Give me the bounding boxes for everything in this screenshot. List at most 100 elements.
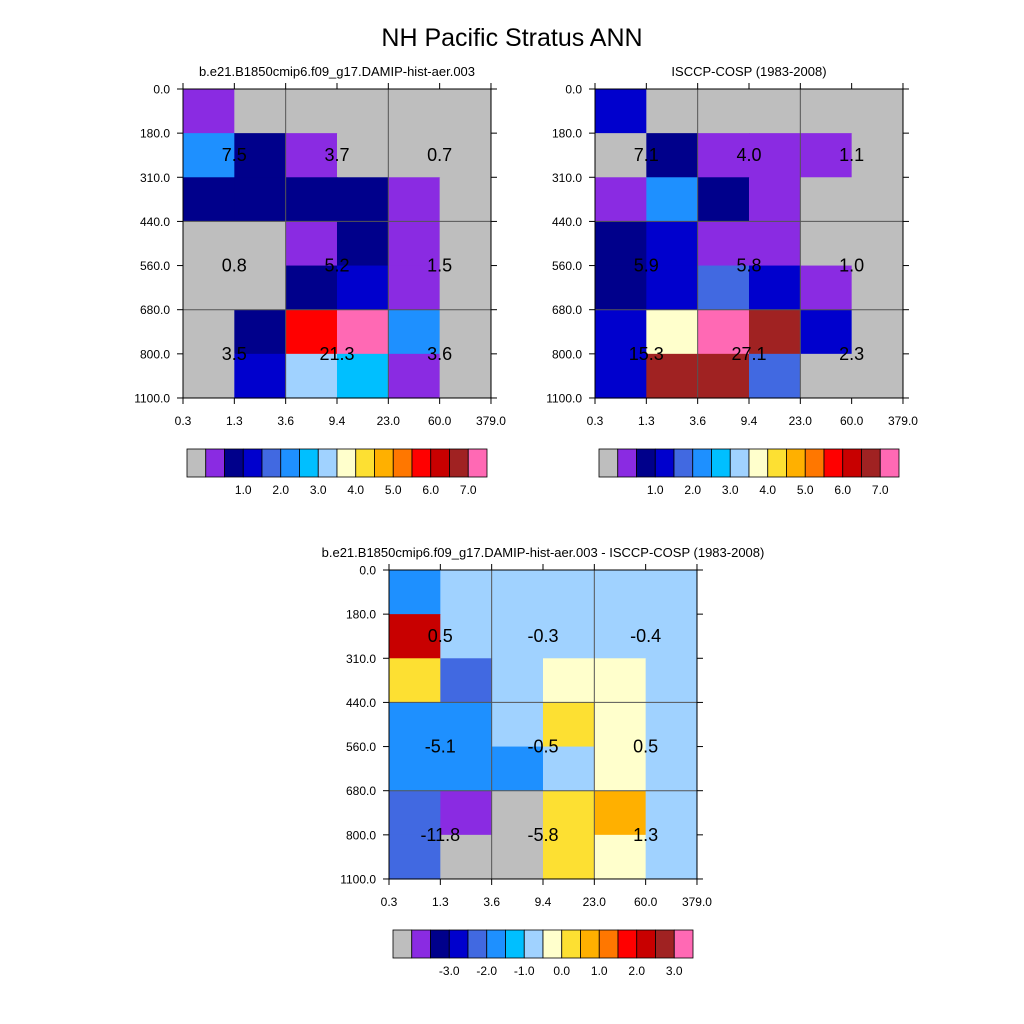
- colorbar-label: 3.0: [666, 964, 683, 978]
- colorbar-label: 5.0: [797, 483, 814, 497]
- x-tick-label: 3.6: [689, 414, 706, 428]
- colorbar-swatch: [655, 929, 675, 959]
- cell-value-label: 21.3: [319, 344, 354, 364]
- cell-value-label: 7.1: [634, 145, 659, 165]
- heatmap-cell: [285, 353, 338, 399]
- y-tick-label: 800.0: [552, 347, 582, 361]
- y-tick-label: 180.0: [140, 127, 170, 141]
- colorbar-label: 3.0: [310, 483, 327, 497]
- heatmap-cell: [183, 309, 235, 355]
- heatmap-cell: [800, 177, 853, 223]
- heatmap-cell: [440, 834, 493, 880]
- colorbar-swatch: [673, 929, 694, 959]
- heatmap-cell: [285, 177, 338, 223]
- y-tick-label: 560.0: [346, 740, 376, 754]
- heatmap-cell: [285, 133, 338, 178]
- heatmap-cell: [388, 353, 441, 399]
- heatmap-cell: [646, 221, 699, 267]
- heatmap-cell: [645, 702, 698, 748]
- y-tick-label: 1100.0: [546, 391, 582, 405]
- heatmap-cell: [594, 658, 647, 704]
- cell-value-label: -0.4: [630, 626, 661, 646]
- y-tick-label: 680.0: [346, 784, 376, 798]
- cell-value-label: -0.3: [527, 626, 558, 646]
- cell-value-label: 0.5: [633, 737, 658, 757]
- x-tick-label: 379.0: [476, 414, 506, 428]
- x-tick-label: 1.3: [432, 895, 449, 909]
- heatmap-cell: [491, 834, 544, 880]
- panel-title: b.e21.B1850cmip6.f09_g17.DAMIP-hist-aer.…: [322, 545, 765, 560]
- heatmap-cell: [594, 746, 647, 792]
- cell-value-label: 1.3: [633, 825, 658, 845]
- y-tick-label: 680.0: [140, 303, 170, 317]
- heatmap-cell: [234, 89, 287, 134]
- heatmap-cell: [851, 133, 904, 178]
- colorbar-swatch: [392, 448, 413, 478]
- y-tick-label: 0.0: [359, 564, 376, 578]
- y-tick-label: 440.0: [346, 696, 376, 710]
- cell-value-label: 0.8: [222, 256, 247, 276]
- heatmap-cell: [645, 658, 698, 704]
- heatmap-cell: [285, 265, 338, 311]
- colorbar-swatch: [486, 929, 506, 959]
- colorbar-swatch: [280, 448, 300, 478]
- heatmap-cell: [491, 614, 544, 659]
- heatmap-cell: [388, 133, 441, 178]
- x-tick-label: 60.0: [428, 414, 452, 428]
- heatmap-cell: [697, 309, 750, 355]
- colorbar-swatch: [205, 448, 225, 478]
- x-tick-label: 23.0: [583, 895, 607, 909]
- heatmap-cell: [336, 177, 389, 223]
- heatmap-cell: [439, 309, 492, 355]
- heatmap-cell: [645, 614, 698, 659]
- heatmap-cell: [388, 89, 441, 134]
- colorbar-swatch: [317, 448, 338, 478]
- heatmap-cell: [439, 133, 492, 178]
- heatmap-cell: [234, 221, 287, 267]
- colorbar-label: 1.0: [591, 964, 608, 978]
- x-tick-label: 1.3: [638, 414, 655, 428]
- heatmap-cell: [697, 89, 750, 134]
- cell-value-label: -5.1: [425, 737, 456, 757]
- heatmap-cell: [748, 221, 801, 267]
- heatmap-cell: [800, 133, 853, 178]
- x-tick-label: 23.0: [789, 414, 813, 428]
- heatmap-cell: [595, 309, 647, 355]
- cell-value-label: 3.6: [427, 344, 452, 364]
- colorbar-swatch: [842, 448, 862, 478]
- colorbar-swatch: [692, 448, 712, 478]
- y-tick-label: 310.0: [346, 652, 376, 666]
- colorbar-label: 3.0: [722, 483, 739, 497]
- heatmap-cell: [851, 309, 904, 355]
- heatmap-cell: [542, 746, 595, 792]
- colorbar-swatch: [861, 448, 881, 478]
- cell-value-label: 3.7: [324, 145, 349, 165]
- heatmap-cell: [440, 790, 493, 836]
- x-tick-label: 9.4: [535, 895, 552, 909]
- colorbar-swatch: [598, 929, 619, 959]
- cell-value-label: 15.3: [629, 344, 664, 364]
- heatmap-cell: [595, 177, 647, 223]
- heatmap-cell: [697, 221, 750, 267]
- heatmap-cell: [748, 177, 801, 223]
- heatmap-cell: [851, 89, 904, 134]
- heatmap-cell: [389, 746, 441, 792]
- heatmap-cell: [389, 658, 441, 704]
- colorbar-swatch: [224, 448, 244, 478]
- colorbar-swatch: [729, 448, 750, 478]
- colorbar-swatch: [449, 448, 469, 478]
- x-tick-label: 23.0: [377, 414, 401, 428]
- cell-value-label: 3.5: [222, 344, 247, 364]
- colorbar-label: 2.0: [272, 483, 289, 497]
- cell-value-label: 0.7: [427, 145, 452, 165]
- heatmap-cell: [800, 309, 853, 355]
- cell-value-label: 7.5: [222, 145, 247, 165]
- colorbar-swatch: [636, 929, 656, 959]
- x-tick-label: 379.0: [888, 414, 918, 428]
- y-tick-label: 560.0: [552, 259, 582, 273]
- x-tick-label: 0.3: [175, 414, 192, 428]
- colorbar-swatch: [242, 448, 263, 478]
- heatmap-cell: [234, 309, 287, 355]
- colorbar-swatch: [598, 448, 619, 478]
- heatmap-cell: [234, 177, 287, 223]
